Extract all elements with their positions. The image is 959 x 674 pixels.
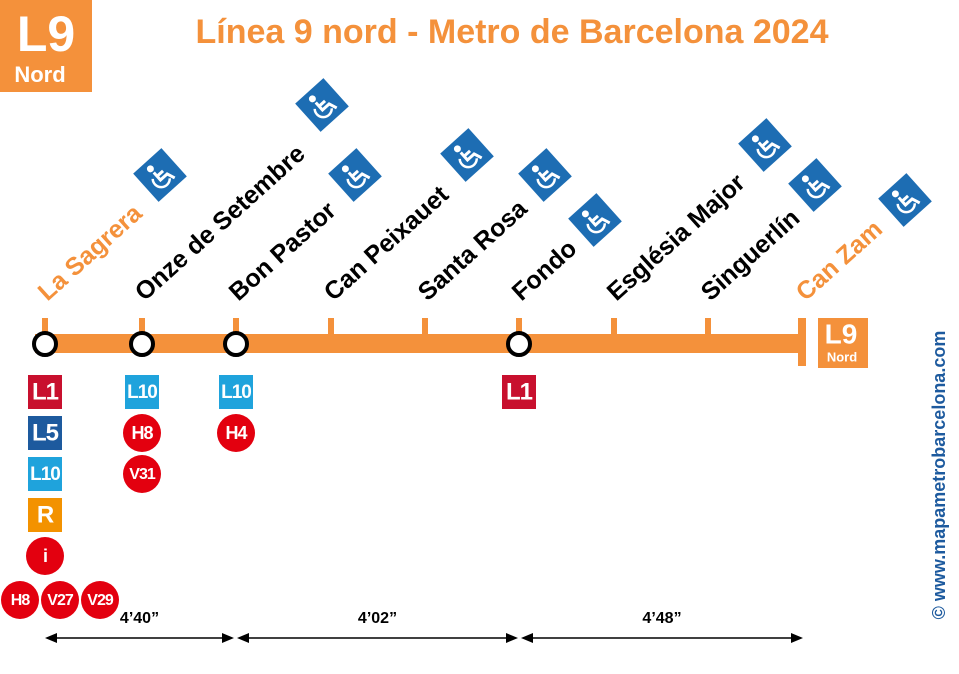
station-tick (422, 318, 428, 334)
end-logo-sub: Nord (827, 349, 857, 364)
accessible-icon (878, 173, 932, 227)
badge (28, 498, 62, 532)
station-name: La Sagrera (33, 198, 149, 306)
station-tick (233, 318, 239, 334)
station-name: Can Zam (791, 215, 888, 306)
icon-head (801, 175, 809, 183)
badge (217, 414, 255, 452)
badge (125, 375, 159, 409)
icon-head (531, 165, 539, 173)
credit: © www.mapametrobarcelona.com (929, 331, 949, 620)
badge-label: R (37, 501, 54, 528)
icon-body (807, 179, 831, 193)
bus-badge (41, 581, 79, 619)
icon-wheel (806, 188, 826, 199)
title: Línea 9 nord - Metro de Barcelona 2024 (196, 13, 829, 51)
bus-label: H8 (11, 592, 31, 609)
icon-wheel (586, 223, 606, 234)
badge-label: L5 (32, 419, 59, 446)
icon-head (891, 190, 899, 198)
badge-label: L1 (32, 378, 59, 405)
badge-label: L10 (127, 382, 157, 403)
icon-head (581, 210, 589, 218)
interchange (223, 331, 249, 357)
icon-wheel (458, 158, 478, 169)
station-tick (139, 318, 145, 334)
icon-body (897, 194, 921, 208)
accessible-icon (788, 158, 842, 212)
icon-head (751, 135, 759, 143)
bus-badge (1, 581, 39, 619)
icon-body (537, 169, 561, 183)
icon-body (757, 139, 781, 153)
badge-label: L1 (506, 378, 533, 405)
badge-label: L10 (30, 464, 60, 485)
bus-badge (81, 581, 119, 619)
accessible-icon (568, 193, 622, 247)
station-name: Fondo (507, 234, 582, 306)
logo-box (0, 0, 92, 92)
badge (502, 375, 536, 409)
icon-wheel (151, 178, 171, 189)
icon-body (347, 169, 371, 183)
station-tick (611, 318, 617, 334)
station-tick (705, 318, 711, 334)
end-logo-box (818, 318, 868, 368)
end-logo-line: L9 (825, 318, 858, 349)
icon-wheel (896, 203, 916, 214)
line-end (798, 318, 806, 366)
badge-label: H8 (131, 423, 153, 443)
icon-body (152, 169, 176, 183)
logo-line: L9 (17, 6, 75, 62)
logo-sub: Nord (14, 62, 65, 87)
accessible-icon (328, 148, 382, 202)
interchange (32, 331, 58, 357)
badge-label: L10 (221, 382, 251, 403)
badge (123, 414, 161, 452)
accessible-icon (133, 148, 187, 202)
icon-head (341, 165, 349, 173)
icon-head (146, 165, 154, 173)
station-tick (516, 318, 522, 334)
travel-time: 4’02” (358, 610, 397, 627)
badge (26, 537, 64, 575)
bus-label: V29 (87, 592, 114, 609)
accessible-icon (738, 118, 792, 172)
icon-body (459, 149, 483, 163)
icon-head (308, 95, 316, 103)
interchange (506, 331, 532, 357)
accessible-icon (440, 128, 494, 182)
accessible-icon (518, 148, 572, 202)
badge (219, 375, 253, 409)
icon-wheel (346, 178, 366, 189)
icon-body (314, 99, 338, 113)
travel-time: 4’40” (120, 610, 159, 627)
station-tick (42, 318, 48, 334)
icon-head (453, 145, 461, 153)
badge-label: V31 (129, 466, 156, 483)
badge (28, 375, 62, 409)
badge (123, 455, 161, 493)
badge (28, 457, 62, 491)
badge-label: H4 (225, 423, 247, 443)
icon-body (587, 214, 611, 228)
travel-time: 4’48” (642, 610, 681, 627)
icon-wheel (536, 178, 556, 189)
icon-wheel (756, 148, 776, 159)
badge-label: i (43, 546, 47, 566)
badge (28, 416, 62, 450)
accessible-icon (295, 78, 349, 132)
bus-label: V27 (47, 592, 74, 609)
icon-wheel (313, 108, 333, 119)
interchange (129, 331, 155, 357)
station-tick (328, 318, 334, 334)
